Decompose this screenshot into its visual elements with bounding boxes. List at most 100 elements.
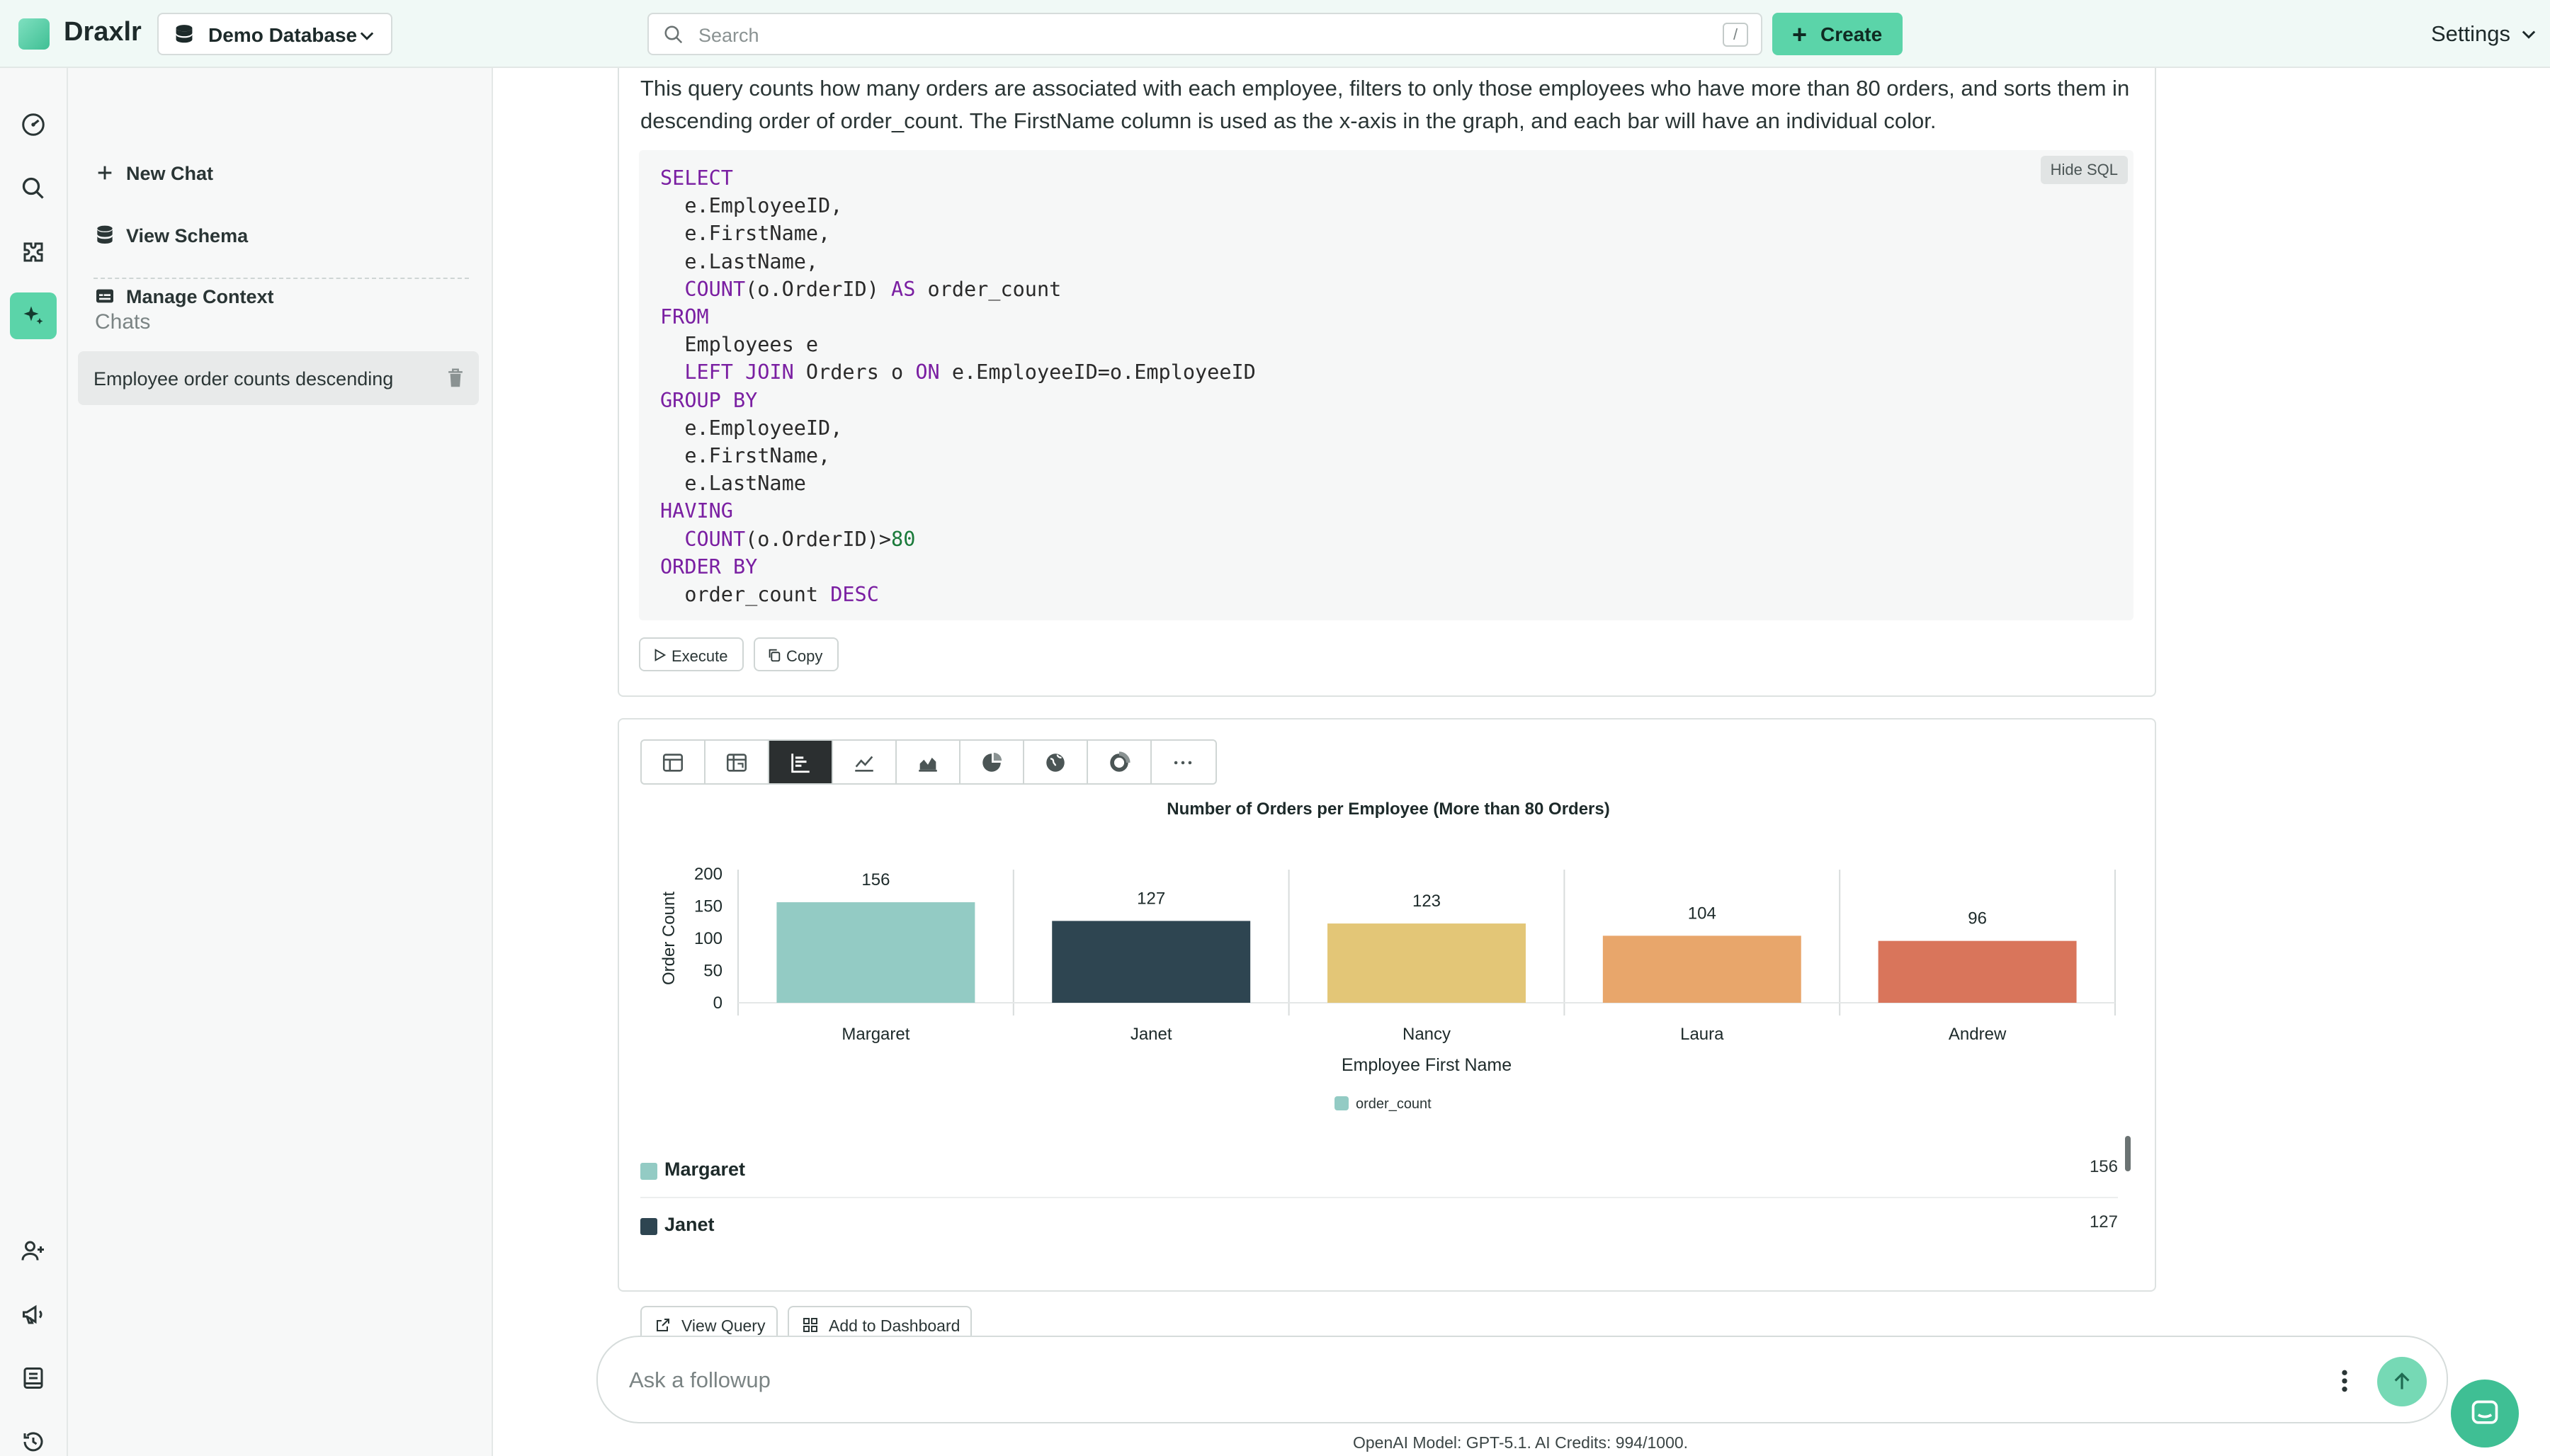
color-swatch: [640, 1218, 657, 1235]
bar-margaret: [776, 902, 975, 1003]
rail-invite-user-button[interactable]: [10, 1227, 57, 1274]
sql-token: ON: [915, 360, 940, 385]
manage-context-label: Manage Context: [126, 286, 274, 307]
table-scrollbar[interactable]: [2125, 1136, 2131, 1171]
view-schema-button[interactable]: View Schema: [94, 215, 476, 255]
execute-label: Execute: [672, 647, 728, 665]
view-query-button[interactable]: View Query: [640, 1306, 778, 1341]
bar-janet: [1052, 921, 1251, 1003]
pie-chart-icon: [982, 752, 1002, 772]
send-button[interactable]: [2377, 1357, 2427, 1406]
puzzle-icon: [23, 242, 43, 262]
sql-line: GROUP BY: [660, 388, 758, 412]
pie-view-button[interactable]: [960, 741, 1024, 783]
chat-sidebar: New Chat View Schema Manage Context Chat…: [68, 68, 493, 1456]
query-card: This query counts how many orders are as…: [618, 68, 2156, 697]
database-selector[interactable]: Demo Database: [157, 13, 392, 55]
sql-code-block: Hide SQL SELECT e.EmployeeID, e.FirstNam…: [639, 150, 2134, 620]
donut-chart-icon: [1110, 751, 1130, 772]
main-content: This query counts how many orders are as…: [494, 68, 2550, 1456]
sql-line: e.FirstName,: [660, 222, 831, 246]
data-label: 127: [1137, 889, 1165, 908]
rail-puzzle-button[interactable]: [10, 229, 57, 275]
sql-line: e.LastName: [660, 472, 806, 496]
sql-token: (o.OrderID)>: [745, 527, 892, 551]
bar-chart-icon: [791, 753, 810, 773]
sql-line: Employees e: [660, 333, 819, 357]
followup-input[interactable]: [629, 1364, 2258, 1397]
settings-menu[interactable]: Settings: [2431, 21, 2511, 46]
bar-andrew: [1878, 940, 2077, 1003]
rail-search-button[interactable]: [10, 165, 57, 212]
external-link-icon: [657, 1319, 669, 1331]
draxlr-logo-icon[interactable]: [18, 18, 50, 50]
manage-context-button[interactable]: Manage Context: [94, 276, 476, 316]
add-to-dashboard-button[interactable]: Add to Dashboard: [788, 1306, 972, 1341]
arrow-up-icon: [2394, 1372, 2410, 1389]
pivot-table-icon: [726, 753, 747, 772]
speedometer-icon: [22, 113, 45, 136]
model-info: OpenAI Model: GPT-5.1. AI Credits: 994/1…: [1353, 1433, 1689, 1452]
sidebar-divider: [94, 278, 469, 279]
followup-box: [596, 1336, 2448, 1423]
map-view-button[interactable]: [1024, 741, 1088, 783]
database-name: Demo Database: [208, 24, 358, 46]
app-name[interactable]: Draxlr: [64, 17, 142, 47]
rail-history-button[interactable]: [10, 1418, 57, 1456]
sql-token: (o.OrderID): [745, 277, 892, 301]
chat-list-item[interactable]: Employee order counts descending: [78, 351, 479, 405]
sql-token: 80: [891, 527, 916, 551]
trash-icon[interactable]: [445, 367, 466, 389]
sql-token: LEFT JOIN: [684, 360, 794, 385]
bar-laura: [1602, 935, 1801, 1003]
x-tick-label: Margaret: [842, 1025, 910, 1044]
visualization-type-toolbar: [640, 739, 1217, 785]
table-view-button[interactable]: [642, 741, 706, 783]
area-view-button[interactable]: [897, 741, 960, 783]
play-icon: [654, 649, 667, 661]
copy-icon: [769, 649, 781, 662]
table-row: Janet 127: [640, 1200, 2118, 1253]
create-button[interactable]: + Create: [1772, 13, 1903, 55]
search-placeholder: Search: [698, 25, 759, 46]
copy-button[interactable]: Copy: [754, 637, 839, 671]
rail-ai-chat-button[interactable]: [10, 292, 57, 339]
sql-line: SELECT: [660, 166, 733, 190]
chat-icon: [2471, 1400, 2498, 1424]
sql-line: HAVING: [660, 499, 733, 523]
add-user-icon: [21, 1241, 44, 1261]
area-chart-icon: [919, 757, 937, 772]
sql-token: order_count: [915, 277, 1062, 301]
color-swatch: [640, 1163, 657, 1180]
new-chat-button[interactable]: New Chat: [94, 153, 476, 193]
plus-icon: +: [1792, 20, 1808, 49]
hide-sql-button[interactable]: Hide SQL: [2040, 156, 2128, 184]
pivot-view-button[interactable]: [706, 741, 769, 783]
chevron-down-icon: [360, 32, 374, 40]
sql-token: Orders o: [793, 360, 916, 385]
bar-view-button[interactable]: [769, 741, 833, 783]
rail-docs-button[interactable]: [10, 1355, 57, 1401]
sql-line: e.EmployeeID,: [660, 194, 843, 218]
data-label: 123: [1412, 892, 1441, 911]
y-tick-label: 150: [694, 897, 722, 916]
line-view-button[interactable]: [833, 741, 897, 783]
execute-button[interactable]: Execute: [639, 637, 744, 671]
chevron-down-icon[interactable]: [2519, 24, 2539, 44]
more-vertical-icon[interactable]: [2339, 1367, 2350, 1395]
row-value: 156: [2089, 1157, 2118, 1176]
sql-token: DESC: [830, 583, 879, 607]
support-chat-button[interactable]: [2451, 1380, 2519, 1448]
rail-dashboard-button[interactable]: [10, 101, 57, 148]
row-name: Margaret: [664, 1159, 746, 1180]
sql-token: COUNT: [684, 277, 746, 301]
sql-line: e.LastName,: [660, 249, 819, 273]
donut-view-button[interactable]: [1088, 741, 1152, 783]
megaphone-icon: [23, 1304, 42, 1324]
row-value: 127: [2089, 1212, 2118, 1232]
rail-announcements-button[interactable]: [10, 1291, 57, 1338]
search-box[interactable]: Search /: [647, 13, 1762, 55]
legend-label: order_count: [1356, 1096, 1432, 1112]
more-options-button[interactable]: [1152, 741, 1216, 783]
y-tick-label: 100: [694, 929, 722, 948]
